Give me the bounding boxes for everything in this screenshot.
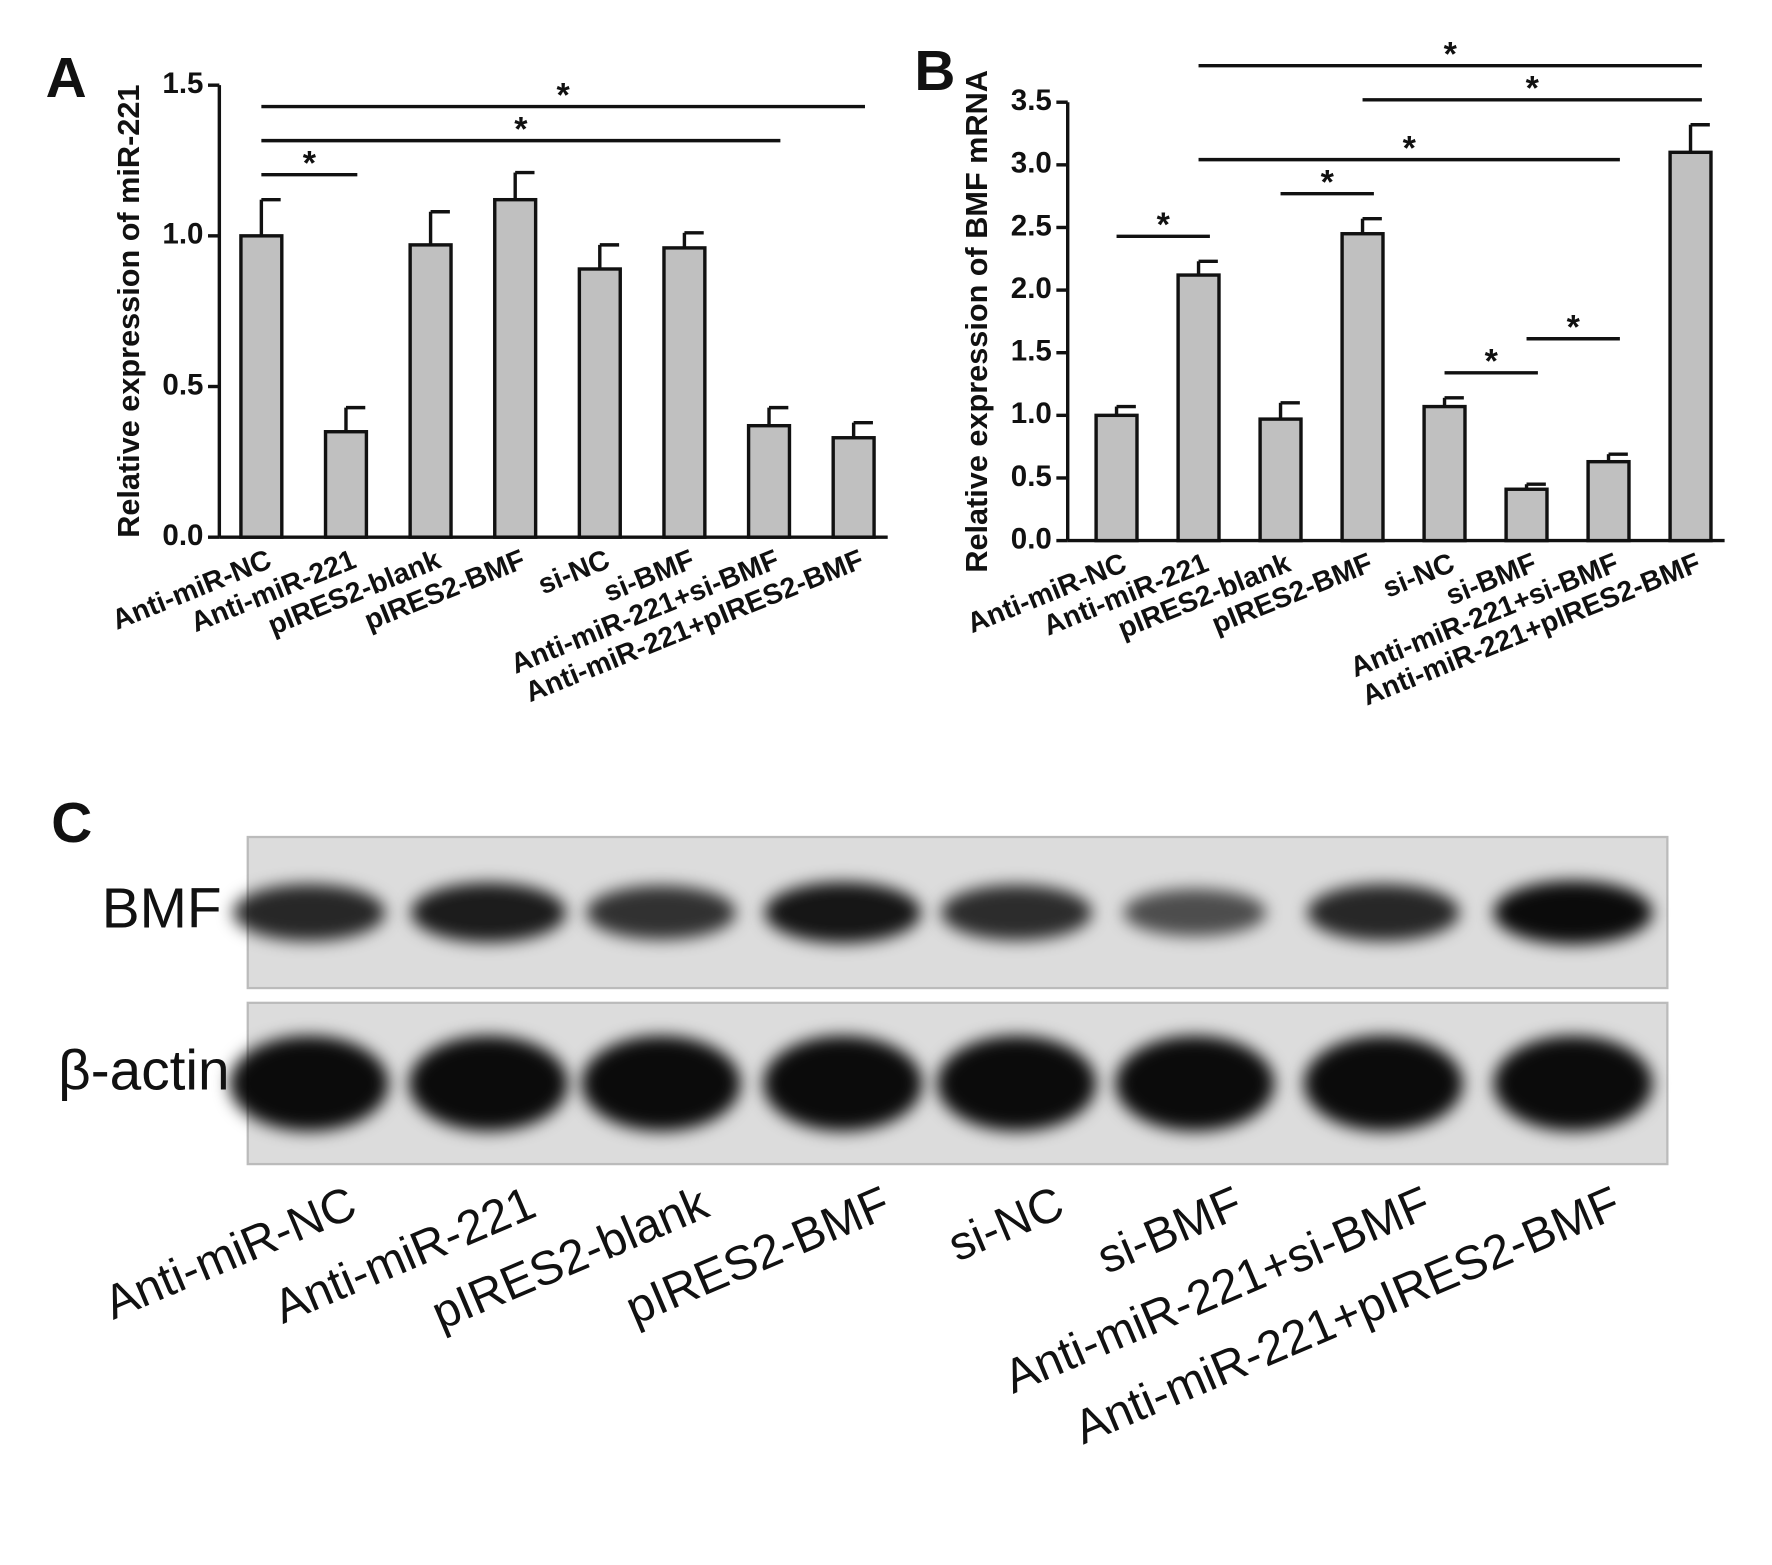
y-tick-label: 0.5 [1011, 460, 1052, 493]
y-tick-label: 1.0 [1011, 397, 1052, 430]
significance-label: * [1321, 164, 1335, 202]
blot-band [937, 1035, 1097, 1132]
y-axis-label: Relative expression of miR-221 [112, 85, 146, 538]
blot-band [1307, 884, 1460, 941]
blot-row-label: β-actin [58, 1039, 229, 1102]
y-tick-label: 0.0 [1011, 522, 1052, 555]
significance-label: * [303, 145, 317, 183]
bar [1504, 487, 1549, 543]
blot-row-label: BMF [102, 878, 222, 941]
bar [1094, 413, 1139, 543]
significance-label: * [557, 76, 571, 114]
bar [746, 423, 792, 539]
blot-band [1303, 1035, 1463, 1132]
y-tick-label: 0.5 [162, 368, 203, 401]
significance-label: * [1157, 206, 1171, 244]
y-tick-label: 3.5 [1011, 84, 1052, 117]
y-tick-label: 3.0 [1011, 147, 1052, 180]
significance-label: * [514, 111, 528, 149]
y-tick-label: 1.0 [162, 218, 203, 251]
x-tick-label: si-NC [534, 544, 615, 601]
bar [1340, 232, 1385, 543]
bar [323, 430, 369, 539]
bar [662, 246, 707, 539]
y-tick-label: 1.5 [162, 67, 203, 100]
panel-label: A [46, 47, 87, 110]
blot-band [763, 1035, 923, 1132]
significance-label: * [1403, 130, 1417, 168]
significance-label: * [1567, 309, 1581, 347]
blot-band [411, 882, 566, 943]
bar [1586, 459, 1631, 543]
significance-label: * [1444, 36, 1458, 74]
bar [1668, 150, 1713, 543]
panel-label: C [51, 792, 92, 855]
bar [577, 267, 622, 539]
blot-band [409, 1035, 569, 1132]
blot-lane-label: si-NC [941, 1177, 1071, 1272]
blot-band [1493, 1035, 1653, 1132]
y-tick-label: 0.0 [162, 519, 203, 552]
bar [1422, 404, 1467, 543]
blot-band [764, 882, 921, 943]
blot-band [586, 885, 736, 940]
bar [408, 243, 453, 539]
y-tick-label: 2.0 [1011, 272, 1052, 305]
blot-band [1493, 880, 1653, 945]
bar [239, 234, 284, 539]
blot-band [581, 1035, 741, 1132]
blot-band [232, 884, 386, 941]
bar [831, 436, 876, 539]
blot-band [229, 1035, 389, 1132]
y-tick-label: 1.5 [1011, 335, 1052, 368]
bar [1176, 273, 1221, 543]
significance-label: * [1526, 70, 1540, 108]
bar [1258, 417, 1303, 543]
blot-band [941, 884, 1093, 941]
bar [493, 197, 538, 539]
blot-band [1123, 888, 1267, 937]
significance-label: * [1485, 343, 1499, 381]
blot-band [1115, 1035, 1275, 1132]
panel-label: B [914, 40, 955, 103]
y-tick-label: 2.5 [1011, 209, 1052, 242]
y-axis-label: Relative expression of BMF mRNA [960, 70, 994, 573]
